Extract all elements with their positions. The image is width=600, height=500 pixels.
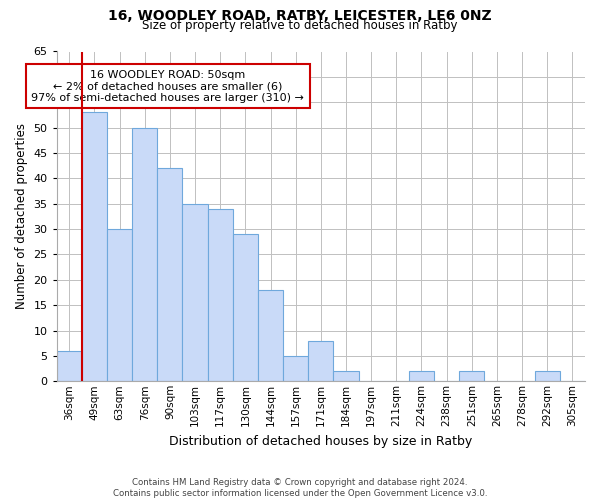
Bar bbox=[459, 371, 484, 382]
Bar bbox=[208, 209, 233, 382]
Text: Size of property relative to detached houses in Ratby: Size of property relative to detached ho… bbox=[142, 19, 458, 32]
Bar bbox=[233, 234, 258, 382]
Bar bbox=[334, 371, 359, 382]
Bar bbox=[535, 371, 560, 382]
Text: 16 WOODLEY ROAD: 50sqm
← 2% of detached houses are smaller (6)
97% of semi-detac: 16 WOODLEY ROAD: 50sqm ← 2% of detached … bbox=[31, 70, 304, 102]
Bar bbox=[308, 340, 334, 382]
Bar bbox=[258, 290, 283, 382]
Text: 16, WOODLEY ROAD, RATBY, LEICESTER, LE6 0NZ: 16, WOODLEY ROAD, RATBY, LEICESTER, LE6 … bbox=[108, 9, 492, 23]
Bar bbox=[409, 371, 434, 382]
Bar bbox=[57, 351, 82, 382]
Bar bbox=[107, 229, 132, 382]
Bar bbox=[283, 356, 308, 382]
Bar bbox=[182, 204, 208, 382]
Bar bbox=[157, 168, 182, 382]
Bar bbox=[82, 112, 107, 382]
Text: Contains HM Land Registry data © Crown copyright and database right 2024.
Contai: Contains HM Land Registry data © Crown c… bbox=[113, 478, 487, 498]
Bar bbox=[132, 128, 157, 382]
X-axis label: Distribution of detached houses by size in Ratby: Distribution of detached houses by size … bbox=[169, 434, 472, 448]
Y-axis label: Number of detached properties: Number of detached properties bbox=[15, 124, 28, 310]
